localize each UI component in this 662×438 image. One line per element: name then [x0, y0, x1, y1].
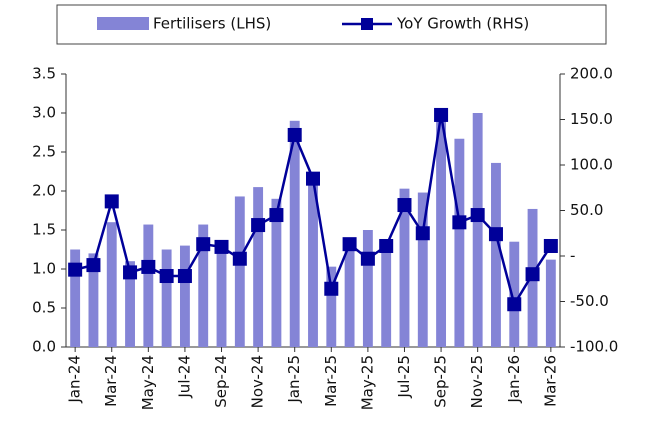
- y2-tick-label: -50.0: [570, 292, 609, 310]
- y-tick-label: 3.5: [32, 65, 56, 83]
- bar: [509, 241, 520, 347]
- bar: [143, 224, 154, 347]
- y-tick-label: 0.5: [32, 299, 56, 317]
- bar: [198, 224, 209, 347]
- legend-label: YoY Growth (RHS): [396, 15, 529, 33]
- bar: [362, 230, 373, 347]
- y2-tick-label: 200.0: [570, 65, 613, 83]
- marker: [507, 297, 522, 312]
- marker: [306, 171, 320, 186]
- y-tick-label: 3.0: [32, 104, 56, 122]
- x-tick-label: Mar-26: [541, 355, 559, 407]
- marker: [525, 267, 540, 282]
- bar: [454, 138, 465, 347]
- y-tick-label: 0.0: [32, 338, 56, 356]
- x-tick-label: Sep-25: [432, 355, 450, 408]
- x-tick-label: May-24: [139, 355, 157, 410]
- bar: [125, 261, 135, 347]
- x-tick-label: Sep-24: [212, 355, 230, 408]
- legend-box: [56, 4, 607, 45]
- bar: [161, 249, 172, 347]
- y2-tick-label: 100.0: [570, 156, 613, 174]
- bar: [289, 120, 300, 347]
- marker: [543, 238, 558, 253]
- bar: [381, 249, 392, 347]
- x-tick-label: Mar-24: [102, 355, 120, 407]
- marker: [251, 218, 266, 233]
- bar: [106, 222, 117, 347]
- y-tick-label: 2.5: [32, 143, 56, 161]
- marker: [397, 198, 412, 213]
- bar: [308, 175, 318, 347]
- bar: [417, 192, 428, 347]
- x-tick-label: Nov-25: [468, 355, 486, 408]
- marker: [159, 269, 174, 284]
- marker: [342, 237, 357, 252]
- marker: [379, 238, 394, 253]
- y-tick-label: 2.0: [32, 182, 56, 200]
- bar: [545, 259, 556, 347]
- marker: [415, 226, 430, 241]
- x-tick-label: Jan-26: [505, 355, 523, 404]
- bar: [326, 266, 337, 347]
- legend-label: Fertilisers (LHS): [153, 15, 271, 33]
- marker: [452, 215, 467, 230]
- marker: [104, 194, 119, 209]
- x-tick-label: Mar-25: [322, 355, 340, 407]
- bar: [491, 162, 501, 347]
- bar: [234, 196, 245, 347]
- y2-tick-label: 50.0: [570, 201, 603, 219]
- marker: [470, 208, 485, 223]
- bar: [436, 116, 447, 348]
- x-tick-label: Jul-24: [175, 355, 193, 399]
- x-tick-label: Jan-25: [285, 355, 303, 404]
- marker: [488, 227, 503, 242]
- x-tick-label: Jan-24: [66, 355, 84, 404]
- x-tick-label: May-25: [358, 355, 376, 410]
- y-tick-label: 1.5: [32, 221, 56, 239]
- marker: [196, 237, 211, 252]
- marker: [360, 251, 375, 266]
- marker: [177, 269, 192, 284]
- legend-swatch: [97, 17, 149, 30]
- marker: [68, 262, 83, 277]
- marker: [86, 258, 101, 273]
- y2-tick-label: -100.0: [570, 338, 618, 356]
- marker: [123, 265, 138, 280]
- marker: [214, 239, 229, 254]
- marker: [324, 281, 339, 296]
- bar: [88, 253, 99, 347]
- bar: [253, 187, 264, 347]
- marker: [141, 259, 156, 274]
- bar: [344, 241, 355, 347]
- x-tick-label: Jul-25: [395, 355, 413, 399]
- y-tick-label: 1.0: [32, 260, 56, 278]
- bar: [216, 241, 227, 347]
- marker: [269, 208, 284, 223]
- y2-tick-label: 150.0: [570, 110, 613, 128]
- bar: [472, 113, 483, 347]
- marker: [287, 127, 302, 142]
- y2-tick-label: -: [570, 247, 575, 265]
- bar: [399, 188, 410, 347]
- bar: [70, 249, 81, 347]
- legend-swatch: [361, 18, 373, 30]
- marker: [434, 107, 449, 122]
- x-tick-label: Nov-24: [249, 355, 267, 408]
- marker: [232, 251, 247, 266]
- bar: [271, 198, 282, 347]
- bar: [179, 245, 190, 347]
